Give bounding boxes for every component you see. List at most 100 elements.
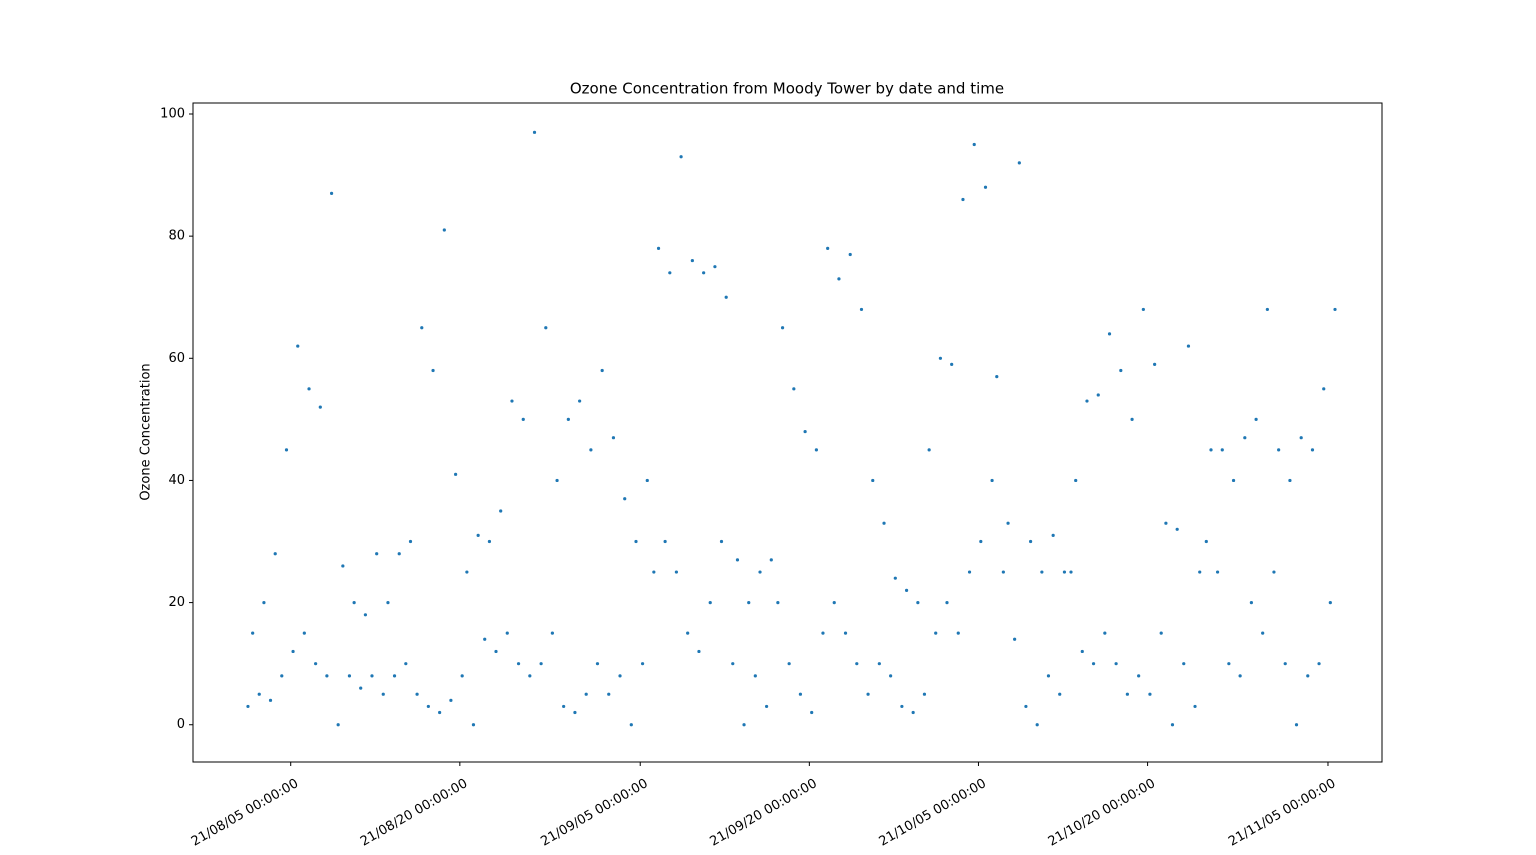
data-point: [1299, 436, 1303, 440]
data-point: [871, 478, 875, 483]
data-point: [1277, 448, 1281, 452]
data-point: [1058, 692, 1062, 696]
data-point: [1328, 600, 1332, 605]
data-point: [893, 576, 897, 580]
data-point: [1013, 637, 1017, 641]
data-point: [719, 539, 724, 544]
data-point: [1261, 631, 1265, 635]
data-point: [1265, 307, 1269, 312]
data-point: [584, 692, 588, 696]
data-point: [1186, 344, 1191, 348]
data-point: [465, 570, 469, 574]
data-point: [499, 509, 503, 513]
data-point: [449, 698, 453, 702]
data-point: [1040, 570, 1044, 574]
data-point: [1062, 570, 1067, 574]
x-tick-label: 21/09/20 00:00:00: [708, 776, 820, 849]
data-point: [1035, 723, 1039, 727]
data-point: [1175, 527, 1179, 531]
data-point: [284, 448, 289, 452]
data-point: [1029, 539, 1033, 544]
data-point: [442, 228, 446, 232]
data-point: [431, 368, 435, 373]
data-point: [562, 704, 566, 709]
data-point: [634, 539, 638, 544]
data-point: [623, 497, 627, 501]
data-point: [821, 631, 825, 635]
data-point: [776, 600, 780, 605]
data-point: [753, 674, 757, 678]
data-point: [483, 637, 487, 641]
data-point: [1153, 362, 1157, 367]
y-tick-label: 100: [160, 106, 185, 121]
data-point: [438, 710, 442, 715]
x-tick-label: 21/09/05 00:00:00: [538, 776, 650, 849]
data-point: [516, 662, 521, 666]
data-point: [979, 539, 983, 544]
data-point: [528, 674, 532, 678]
data-point: [780, 326, 785, 330]
data-point: [731, 662, 735, 666]
data-point: [1096, 393, 1100, 397]
data-point: [1069, 570, 1073, 574]
data-point: [1220, 448, 1224, 452]
data-point: [652, 570, 656, 574]
data-point: [1141, 307, 1145, 312]
data-point: [792, 387, 796, 391]
data-point: [363, 613, 368, 617]
data-point: [1017, 161, 1021, 165]
data-point: [1306, 674, 1310, 678]
data-point: [494, 649, 498, 654]
data-point: [618, 674, 622, 678]
data-point: [1074, 478, 1078, 483]
y-axis-label: Ozone Concentration: [139, 363, 154, 500]
data-point: [521, 417, 525, 421]
data-point: [990, 478, 994, 483]
data-point: [578, 399, 582, 403]
data-point: [268, 698, 273, 702]
data-point: [307, 387, 311, 391]
data-point: [386, 600, 390, 605]
data-point: [314, 662, 318, 666]
data-point: [810, 710, 814, 715]
data-point: [573, 710, 577, 715]
data-point: [889, 674, 893, 678]
data-point: [273, 552, 277, 556]
data-point: [1046, 674, 1051, 678]
data-point: [674, 570, 678, 574]
data-point: [724, 295, 728, 299]
data-point: [415, 692, 419, 696]
data-point: [826, 246, 830, 250]
data-point: [1193, 704, 1197, 709]
data-point: [656, 246, 661, 250]
data-point: [882, 521, 886, 525]
data-point: [336, 723, 340, 727]
data-point: [708, 600, 712, 605]
data-point: [476, 533, 480, 538]
data-point: [848, 252, 852, 257]
data-point: [764, 704, 769, 709]
data-point: [1249, 600, 1254, 605]
x-tick-label: 21/10/05 00:00:00: [877, 776, 989, 849]
data-point: [690, 258, 694, 263]
data-point: [352, 600, 356, 605]
data-point: [1215, 570, 1220, 574]
data-point: [938, 356, 943, 360]
data-point: [629, 723, 633, 727]
data-point: [420, 326, 424, 330]
data-point: [927, 448, 931, 452]
data-point: [1272, 570, 1276, 574]
data-point: [505, 631, 509, 635]
data-point: [460, 674, 464, 678]
y-tick-label: 60: [168, 351, 185, 366]
data-point: [595, 662, 600, 666]
data-point: [246, 704, 250, 709]
data-point: [1333, 307, 1337, 312]
data-point: [1231, 478, 1236, 483]
data-point: [539, 662, 543, 666]
data-point: [251, 631, 255, 635]
data-point: [510, 399, 514, 403]
data-point: [296, 344, 300, 348]
data-point: [798, 692, 803, 696]
